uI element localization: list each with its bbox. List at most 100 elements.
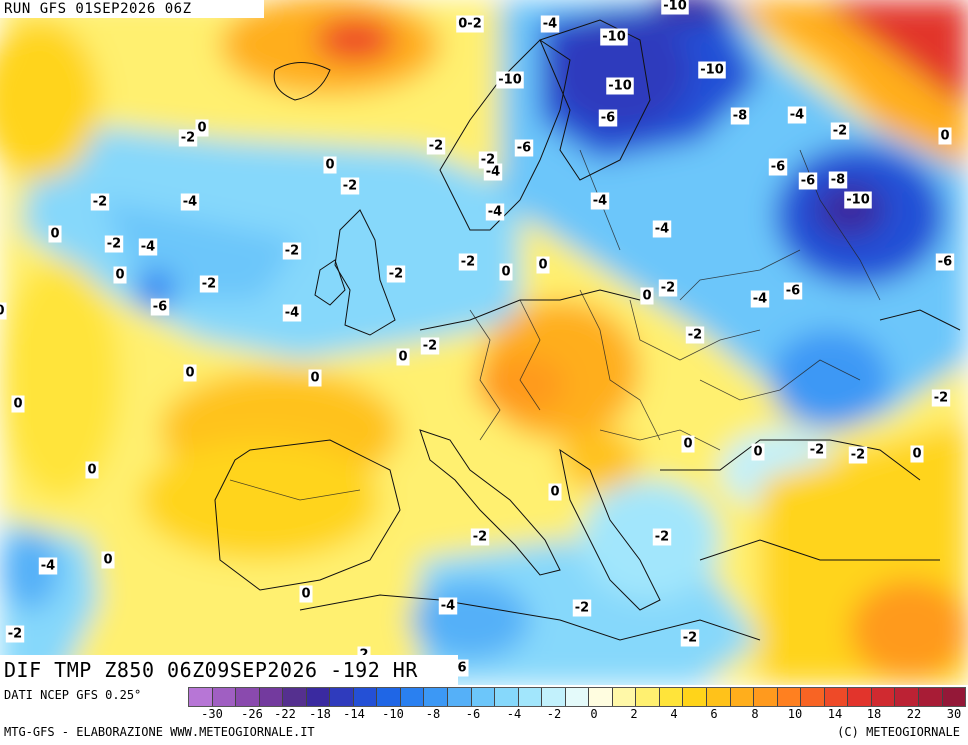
contour-label: -10 — [698, 61, 726, 79]
legend-swatch — [824, 688, 849, 706]
svg-text:-2: -2 — [575, 601, 589, 616]
svg-text:-2: -2 — [8, 627, 22, 642]
svg-text:-2: -2 — [285, 244, 299, 259]
svg-text:-2: -2 — [934, 391, 948, 406]
contour-label: -2 — [426, 137, 446, 155]
legend-swatch — [707, 688, 731, 706]
legend-swatch — [801, 688, 825, 706]
contour-label: -2 — [104, 235, 124, 253]
contour-label: 0 — [323, 156, 337, 174]
legend-tick: 18 — [866, 707, 882, 721]
footer: DATI NCEP GFS 0.25° -30 -26 -22 -18 -14 -10 -8… — [0, 685, 968, 745]
contour-label: 0 — [0, 302, 7, 320]
copyright: (C) METEOGIORNALE — [837, 725, 960, 739]
diff-label: DIF TMP Z850 06Z09SEP2026 -192 HR — [0, 655, 458, 685]
svg-text:-4: -4 — [488, 205, 502, 220]
contour-label: -2 — [652, 528, 672, 546]
svg-text:-2: -2 — [473, 530, 487, 545]
contour-label: 0 — [48, 225, 62, 243]
contour-label: -10 — [606, 77, 634, 95]
svg-text:-4: -4 — [41, 559, 55, 574]
legend-swatch — [730, 688, 755, 706]
svg-text:0: 0 — [310, 371, 319, 386]
svg-text:0: 0 — [501, 265, 510, 280]
contour-label: -4 — [787, 106, 807, 124]
contour-label: -4 — [590, 192, 610, 210]
legend-swatch — [754, 688, 778, 706]
svg-text:-10: -10 — [498, 73, 522, 88]
legend-swatch — [589, 688, 613, 706]
contour-label: -6 — [935, 253, 955, 271]
legend-tick: 30 — [946, 707, 962, 721]
run-label: RUN GFS 01SEP2026 06Z — [0, 0, 264, 18]
svg-text:-4: -4 — [543, 17, 557, 32]
legend-tick: -30 — [201, 707, 223, 721]
contour-label: -4 — [180, 193, 200, 211]
legend-swatch — [377, 688, 401, 706]
svg-text:-2: -2 — [181, 131, 195, 146]
contour-label: -2 — [5, 625, 25, 643]
contour-label: 0 — [308, 369, 322, 387]
legend-swatch — [895, 688, 919, 706]
legend-swatch — [918, 688, 943, 706]
contour-label: -2 — [340, 177, 360, 195]
svg-text:0: 0 — [50, 227, 59, 242]
contour-label: 0 — [499, 263, 513, 281]
contour-label: 6 — [455, 659, 469, 677]
contour-label: -2 — [458, 253, 478, 271]
svg-text:-2: -2 — [429, 139, 443, 154]
legend-swatch — [330, 688, 354, 706]
anomaly-field — [0, 0, 968, 685]
svg-text:0: 0 — [683, 437, 692, 452]
contour-labels: 0-2 -4-10-10-10-10-10-6 -8 -4-2 0-20-20 -2-4-… — [0, 0, 955, 677]
svg-text:-2: -2 — [688, 328, 702, 343]
contour-label: -6 — [798, 172, 818, 190]
svg-text:-2: -2 — [833, 124, 847, 139]
coastlines — [214, 19, 961, 641]
contour-label: 0 — [396, 348, 410, 366]
contour-label: 0 — [85, 461, 99, 479]
svg-text:-4: -4 — [141, 240, 155, 255]
legend-swatch — [636, 688, 660, 706]
legend-swatch — [542, 688, 566, 706]
legend-swatch — [683, 688, 708, 706]
credits: MTG-GFS - ELABORAZIONE WWW.METEOGIORNALE… — [4, 725, 315, 739]
svg-text:-4: -4 — [655, 222, 669, 237]
contour-label: -2 — [658, 279, 678, 297]
contour-label: -4 — [750, 290, 770, 308]
contour-label: -10 — [661, 0, 689, 15]
svg-text:-2: -2 — [202, 277, 216, 292]
svg-text:-10: -10 — [700, 63, 724, 78]
legend-tick: 22 — [906, 707, 922, 721]
svg-text:-2: -2 — [93, 195, 107, 210]
svg-text:-6: -6 — [517, 141, 531, 156]
contour-label: -2 — [90, 193, 110, 211]
legend-swatch — [353, 688, 378, 706]
svg-text:-10: -10 — [608, 79, 632, 94]
svg-text:0: 0 — [197, 121, 206, 136]
svg-text:0: 0 — [940, 129, 949, 144]
legend-swatch — [942, 688, 966, 706]
contour-label: 0 — [11, 395, 25, 413]
legend-tick: -2 — [546, 707, 562, 721]
legend-swatch — [565, 688, 590, 706]
svg-text:-4: -4 — [285, 306, 299, 321]
contour-label: 0 — [183, 364, 197, 382]
svg-text:-2: -2 — [423, 339, 437, 354]
contour-label: -4 — [282, 304, 302, 322]
color-legend — [188, 687, 966, 707]
contour-label: -2 — [178, 129, 198, 147]
svg-text:0: 0 — [398, 350, 407, 365]
legend-tick: 2 — [630, 707, 638, 721]
contour-label: 0 — [938, 127, 952, 145]
svg-text:-4: -4 — [441, 599, 455, 614]
svg-text:0: 0 — [912, 447, 921, 462]
data-source: DATI NCEP GFS 0.25° — [4, 688, 142, 702]
contour-label: 0 — [910, 445, 924, 463]
svg-text:0: 0 — [550, 485, 559, 500]
svg-text:-6: -6 — [771, 160, 785, 175]
legend-tick: -4 — [506, 707, 522, 721]
contour-label: -4 — [485, 203, 505, 221]
legend-swatch — [471, 688, 496, 706]
legend-swatch — [495, 688, 519, 706]
